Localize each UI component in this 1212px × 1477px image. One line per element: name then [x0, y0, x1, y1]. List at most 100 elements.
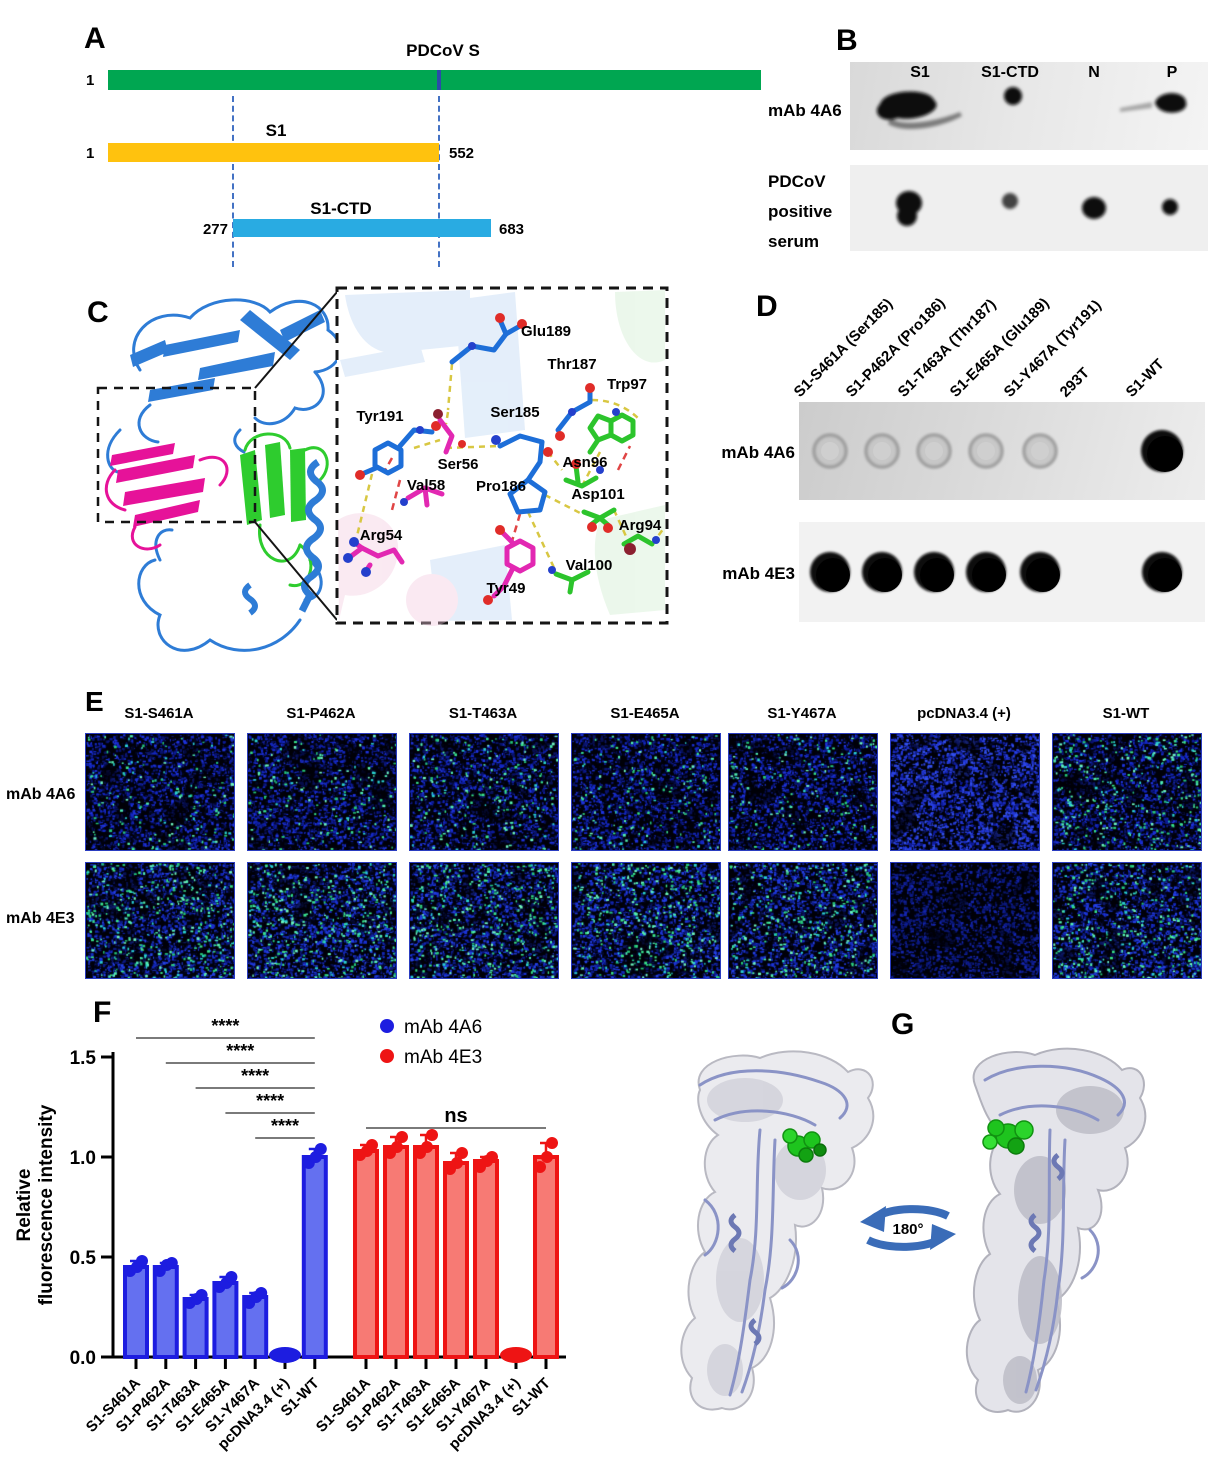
bar-mAb4E3-S1-WT [533, 1155, 559, 1359]
micrograph-mAb4A6-S1-S461A [85, 733, 235, 851]
panel-e-row2-label: mAb 4E3 [6, 910, 75, 927]
pdcov-s-title: PDCoV S [406, 41, 480, 60]
micrograph-mAb4E3-S1-E465A [571, 862, 721, 979]
domain-boundary-277-line [232, 96, 234, 267]
blot-d-col-S1-Y467A (Tyr191): S1-Y467A (Tyr191) [1000, 296, 1105, 401]
blot-d-col-S1-T463A (Thr187): S1-T463A (Thr187) [894, 295, 1000, 401]
epitope-spheres-left [782, 1128, 827, 1163]
s1-bar [108, 143, 439, 162]
epitope-residues-blue [359, 317, 593, 515]
green-domain [240, 442, 306, 525]
micrograph-mAb4E3-S1-T463A [409, 862, 559, 979]
sig-label-5: ns [444, 1105, 467, 1127]
sig-label-2: **** [241, 1066, 269, 1086]
y-axis-title-line1: fluorescence intensity [36, 1104, 57, 1305]
micrograph-mAb4A6-S1-WT [1052, 733, 1202, 851]
zoom-connector-bottom [254, 521, 338, 621]
residue-label-Tyr191: Tyr191 [356, 408, 403, 425]
panel-g-label: G [891, 1008, 915, 1041]
y-axis-title-line0: Relative [14, 1169, 35, 1242]
blot-d-col-S1-P462A (Pro186): S1-P462A (Pro186) [842, 294, 949, 401]
s1-start: 1 [86, 145, 95, 162]
residue-label-Glu189: Glu189 [521, 323, 571, 340]
residue-label-Arg54: Arg54 [360, 527, 403, 544]
blot-d-col-S1-E465A (Glu189): S1-E465A (Glu189) [946, 294, 1053, 401]
zoom-connector-top [254, 291, 338, 389]
full-bar-start: 1 [86, 72, 95, 89]
micrograph-mAb4E3-S1-Y467A [728, 862, 878, 979]
residue-label-Thr187: Thr187 [547, 356, 596, 373]
oxygen-atoms-blue-residues [355, 313, 595, 480]
y-tick-0.0: 0.0 [70, 1348, 96, 1369]
bar-mAb4A6-S1-WT [301, 1155, 328, 1359]
blot-b-dots [876, 87, 1187, 226]
magenta-loops [104, 455, 229, 551]
s1ctd-bar [233, 219, 491, 237]
panel-e-col-S1-S461A: S1-S461A [124, 705, 194, 722]
blot-b-row2-line1: PDCoV [768, 172, 826, 191]
bar-mAb4E3-S1-S461A [353, 1149, 379, 1359]
blot-d-col-S1-WT: S1-WT [1122, 355, 1168, 401]
residue-label-Tyr49: Tyr49 [487, 580, 526, 597]
bar-mAb4E3-S1-P462A [383, 1145, 409, 1359]
residue-label-Val100: Val100 [566, 557, 613, 574]
sig-label-4: **** [271, 1116, 299, 1136]
residue-label-Pro186: Pro186 [476, 478, 526, 495]
nitrogen-atoms-green [548, 408, 660, 574]
domain-boundary-552-line [438, 96, 440, 267]
residue-label-Ser185: Ser185 [490, 404, 539, 421]
micrograph-mAb4A6-pcDNA3.4 (+) [890, 733, 1040, 851]
nitrogen-atoms-magenta [343, 498, 408, 577]
s1-title: S1 [265, 121, 287, 140]
legend-label-mAb4E3: mAb 4E3 [404, 1047, 482, 1068]
micrograph-mAb4A6-S1-E465A [571, 733, 721, 851]
sig-label-1: **** [226, 1041, 254, 1061]
panel-e-col-S1-E465A: S1-E465A [610, 705, 680, 722]
blue-helix [242, 459, 326, 616]
magenta-domain [110, 443, 205, 527]
legend-dot-mAb4E3 [380, 1049, 394, 1063]
nitrogen-atoms-blue-residues [416, 342, 576, 445]
dot-b-4a6-p [1155, 93, 1187, 113]
micrograph-mAb4A6-S1-Y467A [728, 733, 878, 851]
dot-b-serum-p [1162, 199, 1178, 215]
structure-complex-view: Glu189 Thr187 Trp97 Tyr191 Ser185 Ser56 Asn96 V… [96, 286, 669, 652]
blot-b-col-P: P [1166, 64, 1178, 81]
dot-b-4a6-s1ctd [1004, 87, 1022, 105]
blot-b-row2-line3: serum [768, 232, 820, 251]
bar-mAb4A6-S1-E465A [212, 1281, 239, 1359]
pdcov-s-full-bar [108, 70, 761, 90]
blot-d-row2-label: mAb 4E3 [722, 564, 795, 583]
panel-e-col-S1-Y467A: S1-Y467A [767, 705, 837, 722]
micrograph-mAb4A6-S1-T463A [409, 733, 559, 851]
y-tick-0.5: 0.5 [70, 1248, 97, 1269]
dark-red-atom-arg94 [624, 543, 636, 555]
oxygen-atoms-green [571, 459, 613, 533]
y-tick-1.5: 1.5 [70, 1048, 97, 1069]
micrograph-mAb4E3-pcDNA3.4 (+) [890, 862, 1040, 979]
legend-label-mAb4A6: mAb 4A6 [404, 1017, 482, 1038]
zero-cluster-mAb4A6-pcDNA3.4 (+) [269, 1347, 301, 1363]
residue-label-Asp101: Asp101 [571, 486, 624, 503]
panel-a-label: A [84, 22, 106, 55]
dot-b-4a6-s1 [876, 91, 937, 120]
panel-e-col-S1-P462A: S1-P462A [286, 705, 356, 722]
blot-b-row1-label: mAb 4A6 [768, 101, 842, 120]
panel-e-row1-label: mAb 4A6 [6, 786, 76, 803]
rotation-angle-label: 180° [892, 1221, 923, 1238]
s1ctd-end: 683 [499, 221, 525, 238]
panel-f-label: F [93, 996, 112, 1029]
blot-b-col-S1-CTD: S1-CTD [981, 64, 1039, 81]
blot-d-col-S1-S461A (Ser185): S1-S461A (Ser185) [790, 295, 897, 401]
blot-b-col-N: N [1088, 64, 1100, 81]
residue-label-Asn96: Asn96 [562, 454, 607, 471]
blot-d-row1-label: mAb 4A6 [721, 443, 795, 462]
micrograph-mAb4E3-S1-WT [1052, 862, 1202, 979]
dot-b-serum-s1ctd [1002, 193, 1018, 209]
sig-label-3: **** [256, 1091, 284, 1111]
bar-mAb4E3-S1-T463A [413, 1145, 439, 1359]
dark-red-atom-ser56 [433, 409, 443, 419]
panel-e-col-pcDNA3.4 (+): pcDNA3.4 (+) [917, 705, 1011, 722]
panel-e-col-S1-T463A: S1-T463A [448, 705, 518, 722]
